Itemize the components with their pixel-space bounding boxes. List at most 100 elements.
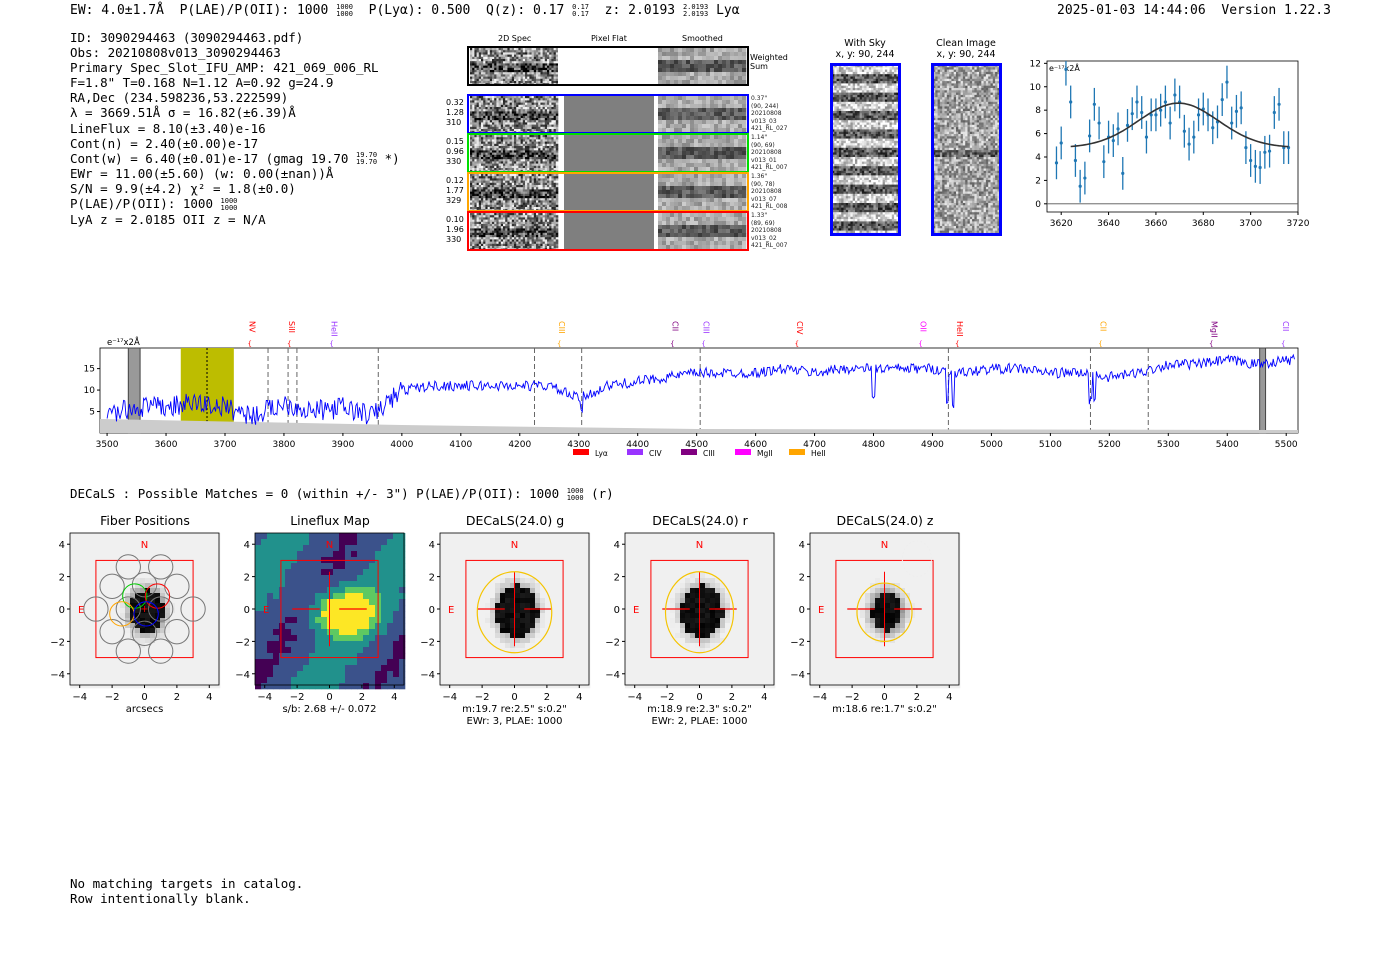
pixel — [880, 99, 883, 103]
pixel — [481, 109, 484, 112]
pixel — [505, 135, 508, 138]
pixel — [868, 76, 872, 80]
pixel — [544, 113, 548, 117]
pixel — [472, 72, 475, 75]
pixel — [507, 48, 510, 51]
pixel — [682, 124, 687, 129]
pixel — [734, 174, 739, 179]
pixel — [742, 108, 747, 113]
pixel — [555, 59, 559, 62]
pixel — [481, 150, 484, 153]
pixel — [533, 118, 537, 121]
pixel — [525, 246, 528, 249]
pixel — [531, 81, 535, 84]
pixel — [470, 59, 473, 62]
pixel — [540, 246, 543, 249]
pixel — [538, 139, 541, 142]
pixel — [505, 74, 508, 77]
pixel — [714, 190, 719, 195]
pixel — [850, 85, 853, 89]
pixel — [706, 124, 711, 129]
pixel — [529, 70, 532, 73]
pixel — [884, 78, 888, 82]
pixel — [514, 191, 517, 195]
pixel — [481, 139, 484, 142]
pixel — [726, 213, 731, 218]
pixel — [498, 221, 502, 225]
pixel — [485, 174, 488, 177]
pixel — [483, 107, 486, 110]
pixel — [478, 141, 482, 145]
pixel — [470, 120, 473, 123]
pixel — [509, 81, 513, 84]
pixel — [542, 67, 546, 71]
pixel — [507, 98, 510, 101]
pixel — [503, 193, 506, 197]
pixel — [873, 65, 876, 68]
pixel — [542, 198, 546, 201]
pixel — [470, 98, 473, 101]
fiber-info: 1.33" (89, 69) 20210808 v013_02 421_RL_007 — [751, 212, 787, 250]
pixel — [492, 109, 495, 112]
pixel — [514, 159, 517, 162]
pixel — [742, 104, 747, 109]
pixel — [492, 113, 495, 117]
pixel — [540, 107, 543, 110]
pixel — [505, 48, 508, 51]
pixel — [496, 126, 499, 130]
pixel — [698, 48, 703, 53]
pixel — [492, 178, 495, 181]
pixel — [533, 176, 537, 179]
pixel — [547, 122, 550, 125]
pixel — [686, 178, 691, 183]
pixel — [551, 221, 554, 225]
pixel — [478, 107, 482, 110]
pixel — [710, 143, 715, 148]
pixel — [714, 225, 719, 230]
pixel — [555, 81, 559, 84]
pixel — [834, 104, 837, 107]
pixel — [527, 76, 530, 80]
pixel — [531, 102, 535, 106]
pixel — [509, 219, 513, 223]
pixel — [710, 186, 715, 191]
pixel — [505, 139, 508, 142]
pixel — [662, 217, 667, 222]
pixel — [549, 48, 552, 51]
pixel — [487, 115, 491, 119]
pixel — [536, 200, 539, 203]
pixel — [472, 232, 475, 236]
pixel — [694, 112, 699, 117]
pixel — [472, 163, 475, 167]
pixel — [476, 226, 480, 229]
pixel — [518, 104, 521, 108]
pixel — [730, 167, 735, 172]
pixel — [690, 72, 695, 77]
pixel — [470, 102, 473, 106]
pixel — [492, 232, 495, 236]
pixel — [492, 198, 495, 201]
pixel — [838, 101, 842, 105]
pixel — [845, 97, 849, 100]
pixel — [551, 191, 554, 195]
pixel — [540, 148, 543, 151]
pixel — [722, 182, 727, 187]
pixel — [489, 182, 493, 186]
pixel — [551, 182, 554, 186]
pixel — [538, 150, 541, 153]
pixel — [553, 126, 557, 130]
pixel — [520, 137, 524, 140]
pixel — [531, 191, 535, 195]
pixel — [525, 193, 528, 197]
pixel — [536, 178, 539, 181]
pixel — [738, 167, 743, 172]
pixel — [511, 180, 515, 184]
pixel — [476, 178, 480, 181]
pixel — [470, 163, 473, 167]
pixel — [662, 48, 667, 53]
pixel — [738, 237, 743, 242]
info-lineflux: LineFlux = 8.10(±3.40)e-16 — [70, 120, 266, 136]
pixel — [871, 74, 874, 77]
pixel — [514, 237, 517, 240]
pixel — [694, 167, 699, 172]
